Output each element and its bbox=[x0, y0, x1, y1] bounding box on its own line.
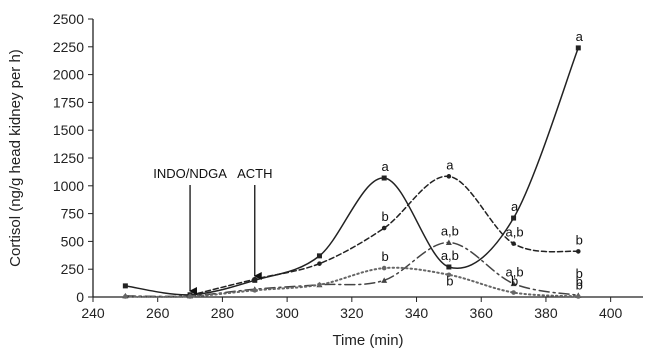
y-tick-label: 1250 bbox=[53, 150, 84, 166]
series-2-point bbox=[446, 174, 452, 179]
x-tick-label: 260 bbox=[146, 305, 170, 321]
y-tick-label: 0 bbox=[76, 289, 84, 305]
series-layer bbox=[122, 45, 582, 299]
significance-label: a,b bbox=[506, 225, 524, 240]
x-tick-label: 360 bbox=[470, 305, 494, 321]
y-tick-label: 2250 bbox=[53, 39, 84, 55]
series-1-point bbox=[575, 45, 581, 51]
x-axis-title: Time (min) bbox=[332, 332, 403, 349]
series-2-point bbox=[317, 261, 322, 266]
series-2-point bbox=[511, 241, 516, 246]
significance-label: b bbox=[576, 277, 583, 292]
series-3-line bbox=[124, 241, 580, 298]
series-4-point bbox=[317, 282, 322, 288]
x-tick-label: 340 bbox=[405, 305, 429, 321]
axes: 240 260 280 300 320 340 360 380 400 0 250 500 750 100… bbox=[53, 11, 643, 321]
significance-label: a bbox=[446, 157, 454, 172]
significance-label: a,b bbox=[506, 265, 524, 280]
significance-label: a bbox=[382, 159, 390, 174]
series-1-point bbox=[381, 175, 387, 181]
series-4-point bbox=[252, 288, 258, 293]
series-4-point bbox=[446, 272, 452, 278]
y-tick-label: 500 bbox=[61, 233, 85, 249]
series-3-point bbox=[445, 239, 452, 246]
y-tick-label: 1750 bbox=[53, 94, 84, 110]
series-4-point bbox=[187, 294, 193, 299]
significance-label: b bbox=[511, 274, 518, 289]
y-tick-label: 250 bbox=[61, 261, 85, 277]
series-3-point bbox=[510, 280, 517, 287]
significance-label: a,b bbox=[441, 248, 459, 263]
series-2-point bbox=[381, 225, 387, 231]
significance-label: a,b bbox=[441, 224, 459, 239]
series-4-point bbox=[511, 290, 516, 295]
series-1-line bbox=[124, 47, 580, 296]
y-tick-label: 750 bbox=[61, 206, 85, 222]
x-tick-label: 320 bbox=[340, 305, 364, 321]
x-tick-label: 300 bbox=[275, 305, 299, 321]
x-tick-label: 380 bbox=[534, 305, 558, 321]
series-4-point bbox=[575, 294, 581, 299]
significance-label: a bbox=[511, 199, 519, 214]
annotation-label-1: INDO/NDGA bbox=[153, 166, 227, 181]
significance-label: b bbox=[576, 274, 583, 289]
y-axis-title: Cortisol (ng/g head kidney per h) bbox=[7, 49, 24, 267]
series-4-line bbox=[124, 266, 580, 298]
series-1-point bbox=[316, 253, 322, 259]
series-4 bbox=[123, 265, 581, 299]
y-tick-label: 2000 bbox=[53, 67, 84, 83]
significance-label: b bbox=[382, 249, 389, 264]
series-1-point bbox=[446, 264, 452, 270]
series-3-point bbox=[381, 277, 388, 283]
y-tick-label: 2500 bbox=[53, 11, 84, 27]
y-tick-label: 1500 bbox=[53, 122, 84, 138]
series-4-point bbox=[123, 294, 128, 299]
series-2-point bbox=[575, 249, 581, 254]
series-2-point bbox=[252, 276, 258, 282]
annotation-label-2: ACTH bbox=[237, 166, 272, 181]
x-tick-label: 400 bbox=[599, 305, 623, 321]
annotation-layer: INDO/NDGA ACTH bbox=[153, 166, 272, 295]
significance-label: a bbox=[576, 29, 584, 44]
series-4-point bbox=[381, 265, 387, 271]
x-tick-label: 280 bbox=[211, 305, 235, 321]
significance-label: b bbox=[576, 266, 583, 281]
y-tick-label: 1000 bbox=[53, 178, 84, 194]
x-tick-label: 240 bbox=[81, 305, 105, 321]
series-1-point bbox=[122, 283, 128, 289]
significance-label: b bbox=[576, 232, 583, 247]
significance-label: b bbox=[382, 209, 389, 224]
significance-label: b bbox=[446, 274, 453, 289]
series-1-point bbox=[511, 215, 517, 221]
